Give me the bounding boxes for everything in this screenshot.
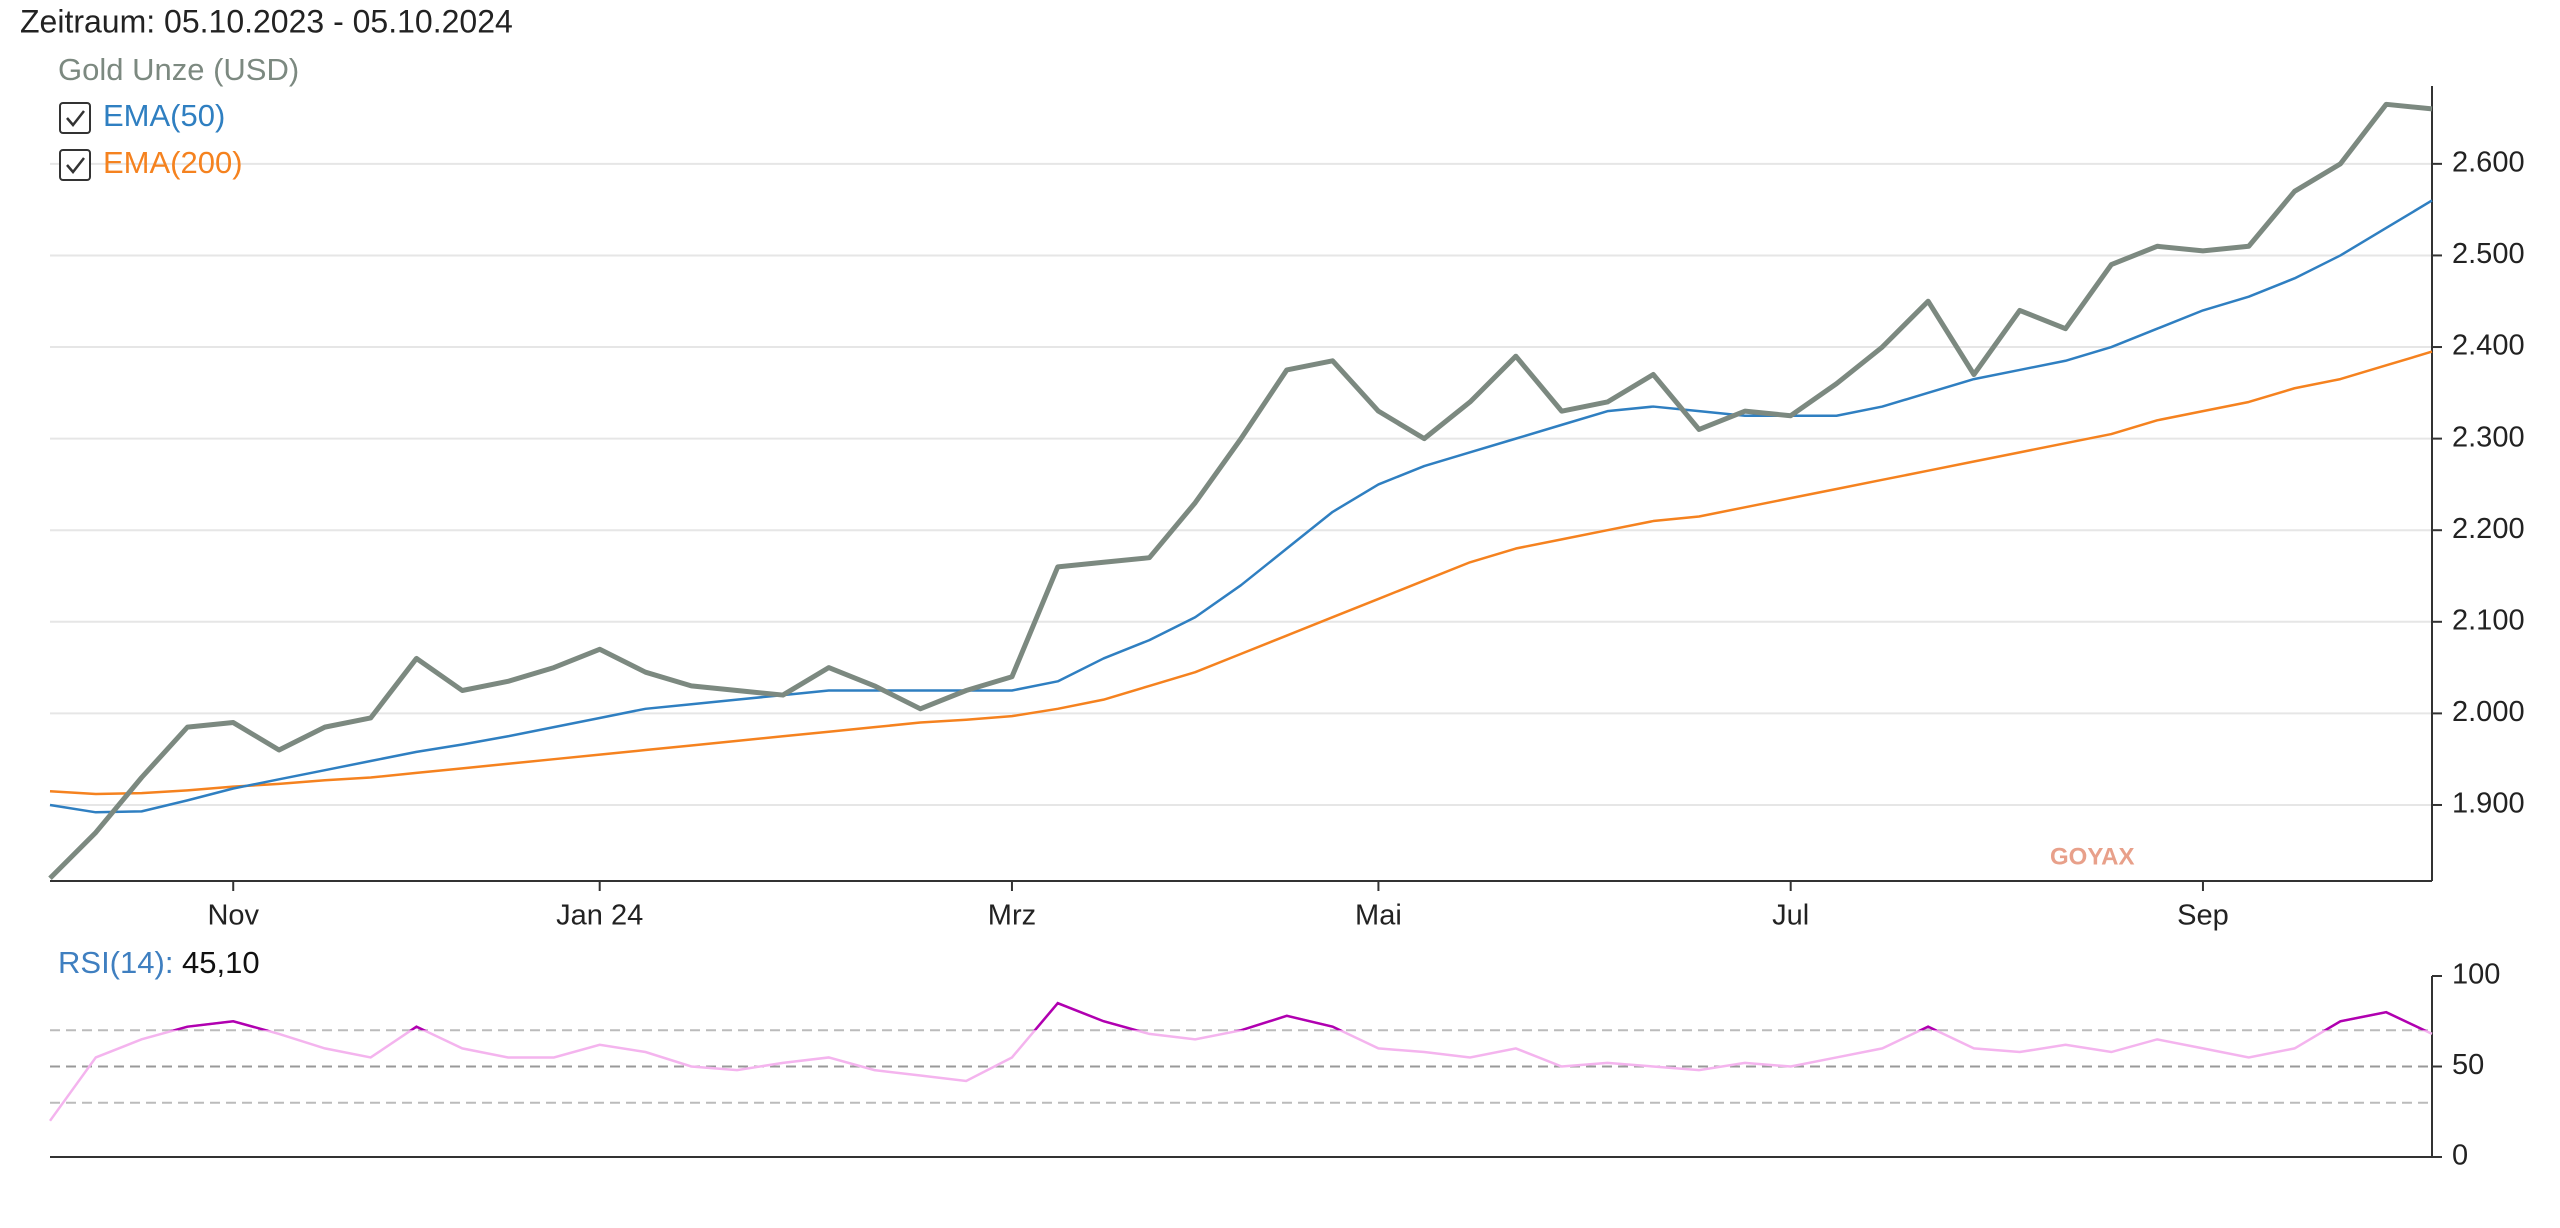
legend-checkbox — [59, 149, 91, 181]
rsi-colon: : — [165, 945, 182, 980]
rsi-tick-label: 100 — [2452, 959, 2500, 991]
y-tick-label: 2.300 — [2452, 421, 2525, 453]
series-line — [49, 350, 2433, 796]
legend-label: Gold Unze (USD) — [58, 52, 299, 87]
y-tick-label: 2.600 — [2452, 147, 2525, 179]
y-tick-label: 2.200 — [2452, 513, 2525, 545]
x-tick-label: Mai — [1355, 900, 1402, 932]
y-tick-label: 2.100 — [2452, 604, 2525, 636]
rsi-value: 45,10 — [182, 945, 260, 980]
x-tick-label: Jan 24 — [556, 900, 643, 932]
rsi-tick-label: 50 — [2452, 1049, 2484, 1081]
rsi-tick-label: 0 — [2452, 1140, 2468, 1172]
watermark: GOYAX — [2050, 843, 2134, 870]
legend-check — [66, 110, 85, 127]
rsi-name: RSI(14) — [58, 945, 165, 980]
legend-check — [66, 157, 85, 174]
series-line — [48, 101, 2433, 881]
y-tick-label: 2.400 — [2452, 330, 2525, 362]
x-tick-label: Sep — [2177, 900, 2229, 932]
rsi-label: RSI(14): 45,10 — [58, 945, 260, 980]
y-tick-label: 1.900 — [2452, 788, 2525, 820]
y-tick-label: 2.500 — [2452, 238, 2525, 270]
x-tick-label: Nov — [207, 900, 259, 932]
x-tick-label: Jul — [1772, 900, 1809, 932]
legend-label: EMA(50) — [103, 98, 225, 133]
x-tick-label: Mrz — [988, 900, 1036, 932]
y-tick-label: 2.000 — [2452, 696, 2525, 728]
legend-checkbox — [59, 102, 91, 134]
legend-label: EMA(200) — [103, 145, 243, 180]
series-line — [49, 199, 2433, 814]
rsi-line-high — [169, 1001, 2428, 1031]
chart-title: Zeitraum: 05.10.2023 - 05.10.2024 — [20, 3, 513, 39]
